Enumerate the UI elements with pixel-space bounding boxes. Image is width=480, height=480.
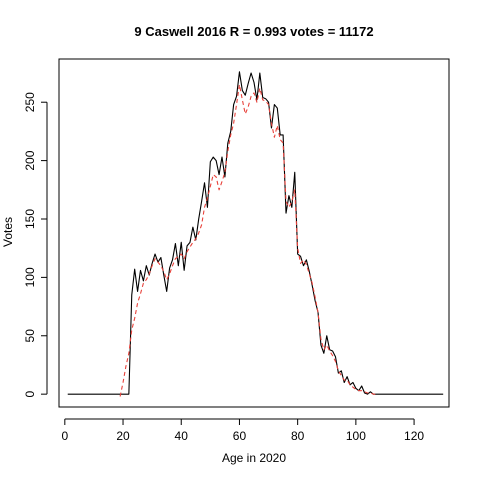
y-axis-label: Votes [1, 217, 15, 247]
y-axis: 0 50 100 150 200 250 [23, 92, 48, 397]
y-tick-label: 100 [23, 267, 37, 287]
x-axis-label: Age in 2020 [222, 451, 286, 465]
chart-title: 9 Caswell 2016 R = 0.993 votes = 11172 [134, 24, 373, 39]
x-axis: 0 20 40 60 80 100 120 [61, 418, 424, 443]
x-tick-label: 20 [116, 429, 130, 443]
y-tick-label: 50 [23, 329, 37, 343]
y-tick-label: 200 [23, 150, 37, 170]
series-layer [67, 71, 444, 397]
x-tick-label: 100 [346, 429, 366, 443]
predicted-votes-line [119, 84, 377, 397]
y-tick-label: 0 [23, 390, 37, 397]
actual-votes-line [67, 71, 444, 395]
plot-area [58, 58, 450, 408]
x-tick-label: 60 [233, 429, 247, 443]
y-tick-label: 250 [23, 92, 37, 112]
y-tick-label: 150 [23, 209, 37, 229]
x-tick-label: 120 [404, 429, 424, 443]
plot-frame [58, 58, 450, 408]
x-tick-label: 0 [61, 429, 68, 443]
x-tick-label: 80 [291, 429, 305, 443]
x-tick-label: 40 [175, 429, 189, 443]
